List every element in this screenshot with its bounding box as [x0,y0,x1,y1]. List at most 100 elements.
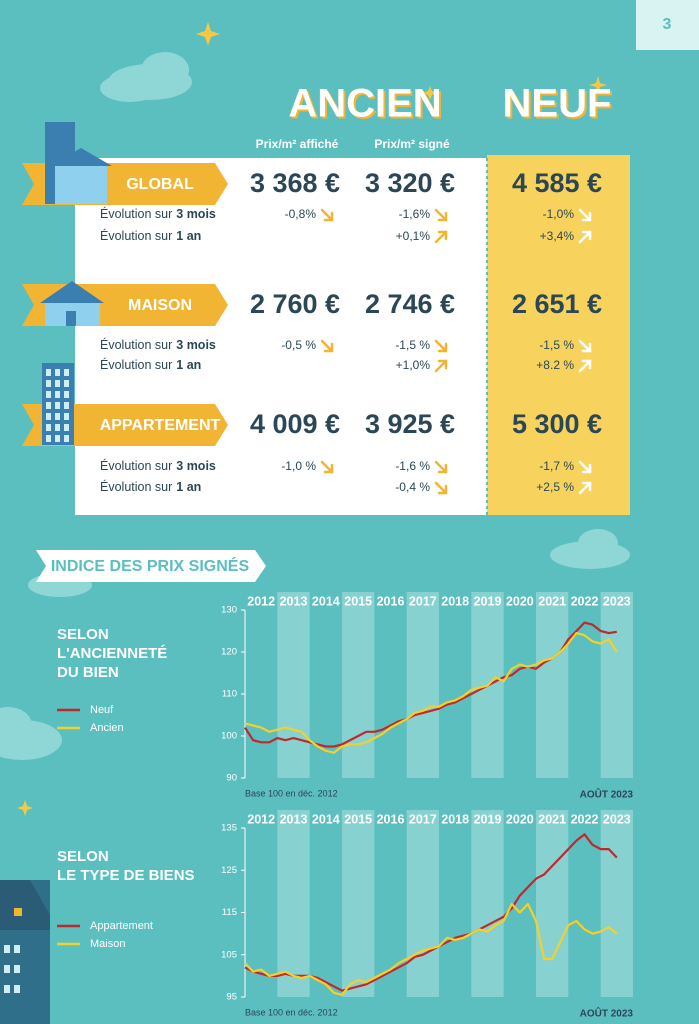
year-band [600,810,633,997]
evolution-value: +0,1% [396,229,431,243]
evolution-label: Évolution sur 3 mois [100,337,216,352]
stars [17,22,607,816]
trend-arrow [434,481,448,495]
row-label: GLOBAL [126,176,194,193]
price: 2 746 € [365,289,455,319]
evolution-value: -1,5 % [539,338,574,352]
evolution-value: +2,5 % [536,480,574,494]
building-window [55,435,60,442]
x-tick-label: 2015 [344,812,372,826]
row-label: APPARTEMENT [100,417,221,434]
evolution-value: -0,8% [285,207,317,221]
chart-title: SELON [57,626,109,643]
evolution-value: +3,4% [540,229,575,243]
x-tick-label: 2020 [506,812,534,826]
evolution-prefix: Évolution sur [100,458,172,473]
building-window [55,402,60,409]
building-window [64,391,69,398]
building-window [46,402,51,409]
chart-title: SELON [57,848,109,865]
building-window [55,391,60,398]
chart-title: DU BIEN [57,664,119,681]
building-window [55,369,60,376]
x-tick-label: 2012 [247,594,275,608]
evolution-prefix: Évolution sur [100,228,172,243]
price: 3 320 € [365,168,455,198]
page-number-box [636,0,699,50]
price: 5 300 € [512,409,602,439]
evolution-period: 1 an [176,358,201,372]
evolution-period: 1 an [176,229,201,243]
year-band [374,592,406,778]
row-label: MAISON [128,297,192,314]
x-tick-label: 2022 [571,594,599,608]
year-band [277,592,310,778]
x-tick-label: 2020 [506,594,534,608]
x-tick-label: 2014 [312,812,340,826]
header-shadow: NEUF [505,84,614,128]
x-tick-label: 2012 [247,812,275,826]
column-header: Prix/m² signé [374,137,450,151]
chart-date: AOÛT 2023 [580,1007,634,1020]
x-tick-label: 2023 [603,594,631,608]
x-tick-label: 2022 [571,812,599,826]
column-header: Prix/m² affiché [256,137,339,151]
y-tick-label: 90 [226,773,237,784]
clouds [0,52,630,760]
year-band [536,592,569,778]
trend-arrow [434,359,448,373]
building-decoration [0,880,50,1024]
evolution-value: -1,0% [543,207,575,221]
x-tick-label: 2017 [409,812,437,826]
evolution-label: Évolution sur 1 an [100,228,201,243]
legend-label: Appartement [90,920,153,932]
evolution-value: -0,5 % [281,338,316,352]
building-window [64,380,69,387]
price: 3 925 € [365,409,455,439]
chart-note: Base 100 en déc. 2012 [245,1007,338,1017]
evolution-period: 1 an [176,480,201,494]
trend-arrow [434,208,448,222]
price: 4 585 € [512,168,602,198]
evolution-value: -0,4 % [395,480,430,494]
trend-arrow [578,481,592,495]
building-window [64,413,69,420]
price: 2 651 € [512,289,602,319]
building-window [46,391,51,398]
x-tick-label: 2013 [280,812,308,826]
year-band [406,592,439,778]
page-number: 3 [663,16,672,33]
evolution-prefix: Évolution sur [100,357,172,372]
year-band [342,810,375,997]
building-window [64,402,69,409]
building-window [55,424,60,431]
section-banner [36,550,266,582]
year-band [277,810,310,997]
building-window [46,424,51,431]
data-line [244,902,618,996]
year-band [439,810,471,997]
neuf-column [487,155,630,515]
x-tick-label: 2017 [409,594,437,608]
trend-arrow [320,208,334,222]
year-band [406,810,439,997]
chart-date: AOÛT 2023 [580,788,634,801]
evolution-value: -1,5 % [395,338,430,352]
trend-arrow [578,460,592,474]
trend-arrow [320,460,334,474]
header-ancien: ANCIEN [288,82,441,126]
building-window [64,435,69,442]
header-shadow: ANCIEN [290,84,443,128]
year-band [568,810,600,997]
year-band [536,810,569,997]
evolution-period: 3 mois [176,459,216,473]
building-icon [50,148,112,166]
evolution-label: Évolution sur 3 mois [100,206,216,221]
evolution-label: Évolution sur 1 an [100,479,201,494]
trend-arrow [434,339,448,353]
building-window [55,413,60,420]
legend-label: Ancien [90,722,124,734]
building-window [64,369,69,376]
